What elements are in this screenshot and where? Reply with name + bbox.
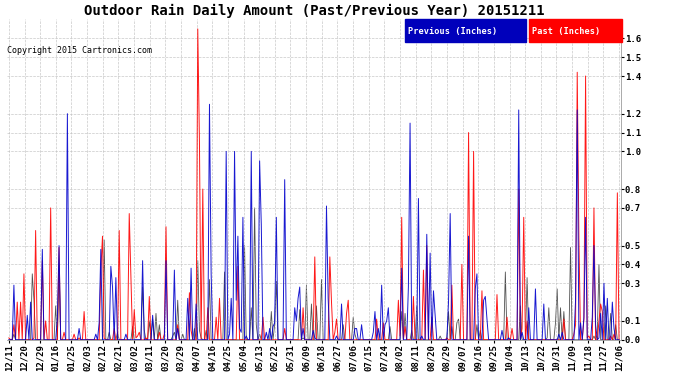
Text: Past (Inches): Past (Inches)	[532, 27, 600, 36]
Text: Previous (Inches): Previous (Inches)	[408, 27, 497, 36]
Text: Copyright 2015 Cartronics.com: Copyright 2015 Cartronics.com	[7, 46, 152, 55]
Title: Outdoor Rain Daily Amount (Past/Previous Year) 20151211: Outdoor Rain Daily Amount (Past/Previous…	[83, 4, 544, 18]
